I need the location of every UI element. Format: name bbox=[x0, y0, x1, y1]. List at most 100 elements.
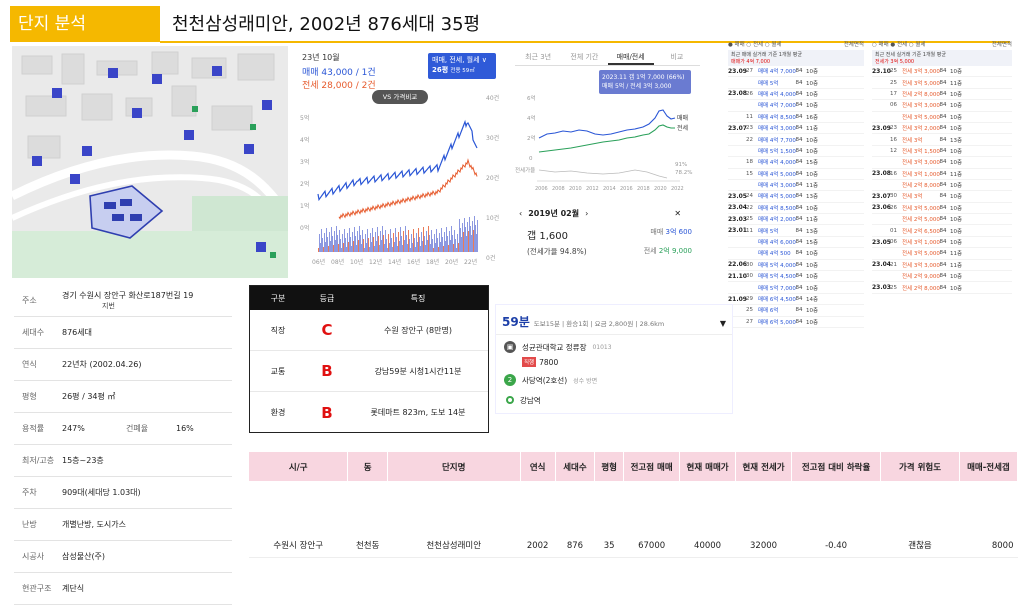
close-icon[interactable]: ✕ bbox=[674, 209, 682, 218]
cell: 8000 bbox=[959, 481, 1018, 558]
listing-row[interactable]: 22 매매 4억 7,700 84 10층 bbox=[728, 134, 864, 146]
listing-row[interactable]: 11 매매 4억 8,500 84 16층 bbox=[728, 112, 864, 123]
volume-bar bbox=[445, 241, 446, 252]
complex-map[interactable] bbox=[12, 46, 288, 278]
trend-x-tick: 2022 bbox=[671, 186, 684, 192]
dropdown-label: 매매, 전세, 월세 ∨ bbox=[432, 56, 487, 64]
listing-row[interactable]: 23.04 21 전세 3억 3,000 84 11층 bbox=[872, 260, 1012, 272]
area-filter[interactable]: 전체면적 bbox=[991, 42, 1012, 48]
listing-row[interactable]: 23.04 22 매매 4억 8,500 84 10층 bbox=[728, 203, 864, 215]
prev-month-icon[interactable]: ‹ bbox=[519, 209, 523, 218]
characteristics-row-job: 직장 C 수원 장안구 (8만명) bbox=[250, 310, 488, 351]
listing-row[interactable]: 매매 4억 7,000 84 10층 bbox=[728, 100, 864, 112]
listing-row[interactable]: 22.06 30 매매 5억 4,000 84 10층 bbox=[728, 260, 864, 272]
listing-row[interactable]: 매매 5억 7,000 84 10층 bbox=[728, 282, 864, 294]
volume-bar bbox=[477, 220, 478, 252]
listing-row[interactable]: 15 매매 4억 5,000 84 10층 bbox=[728, 169, 864, 180]
row-area: 84 bbox=[939, 261, 947, 268]
volume-bar bbox=[373, 237, 374, 252]
row-grade: B bbox=[321, 362, 333, 380]
listing-row[interactable]: 23.03 25 매매 4억 2,000 84 11층 bbox=[728, 214, 864, 226]
header-category: 구분 bbox=[270, 293, 286, 303]
deal-filter[interactable]: ● 매매 ○ 전세 ○ 월세 bbox=[728, 42, 782, 48]
volume-bar bbox=[362, 230, 363, 252]
row-price: 전세 3억 1,500 bbox=[902, 148, 940, 155]
row-month: 21.10 bbox=[728, 272, 747, 280]
area-filter[interactable]: 전체면적 bbox=[843, 42, 864, 48]
listing-row[interactable]: 25 매매 6억 84 10층 bbox=[728, 305, 864, 317]
listing-rows: 23.10 25 전세 3억 3,000 84 10층 25 전세 3억 5,000 84 11… bbox=[872, 66, 1012, 294]
listing-row[interactable]: 매매 5억 84 10층 bbox=[728, 77, 864, 89]
volume-bar bbox=[342, 234, 343, 252]
deal-filter[interactable]: ○ 매매 ● 전세 ○ 월세 bbox=[872, 42, 926, 48]
volume-bar bbox=[334, 231, 335, 252]
row-day: 26 bbox=[746, 90, 753, 97]
listing-row[interactable]: 23.10 25 전세 3억 3,000 84 10층 bbox=[872, 66, 1012, 78]
listing-row[interactable]: 17 전세 2억 8,000 84 10층 bbox=[872, 89, 1012, 101]
listing-row[interactable]: 06 전세 3억 3,000 84 10층 bbox=[872, 100, 1012, 112]
listing-row[interactable]: 전세 2억 5,000 84 10층 bbox=[872, 214, 1012, 226]
listing-row[interactable]: 23.01 11 매매 5억 84 13층 bbox=[728, 225, 864, 237]
next-month-icon[interactable]: › bbox=[585, 209, 589, 218]
listing-row[interactable]: 전세 3억 5,000 84 10층 bbox=[872, 112, 1012, 123]
volume-bar bbox=[458, 243, 459, 252]
characteristics-table: 구분 등급 특징 직장 C 수원 장안구 (8만명) 교통 B 강남59분 시청… bbox=[249, 285, 489, 433]
row-area: 84 bbox=[939, 227, 947, 234]
tab-trade-lease[interactable]: 매매/전세 bbox=[607, 48, 654, 65]
tab-recent-3y[interactable]: 최근 3년 bbox=[525, 53, 552, 61]
listing-row[interactable]: 21.09 29 매매 6억 4,500 84 14층 bbox=[728, 294, 864, 306]
transit-route-card[interactable]: 59분 도보15분 | 환승1회 | 요금 2,800원 | 28.6km ▼ … bbox=[496, 305, 732, 413]
listing-row[interactable]: 27 매매 6억 5,000 84 10층 bbox=[728, 317, 864, 328]
listing-row[interactable]: 23.05 24 매매 4억 5,000 84 13층 bbox=[728, 191, 864, 203]
expand-icon[interactable]: ▼ bbox=[719, 319, 726, 328]
listing-row[interactable]: 23.09 23 전세 3억 2,000 84 10층 bbox=[872, 123, 1012, 135]
listing-row[interactable]: 23.08 16 전세 3억 1,000 84 11층 bbox=[872, 169, 1012, 180]
listing-row[interactable]: 12 전세 3억 1,500 84 10층 bbox=[872, 146, 1012, 158]
trend-x-tick: 2020 bbox=[654, 186, 667, 192]
listing-row[interactable]: 매매 4억 3,000 84 11층 bbox=[728, 180, 864, 192]
vs-compare-button[interactable]: VS 가격비교 bbox=[372, 90, 428, 104]
info-key: 건폐율 bbox=[126, 424, 149, 433]
listing-row[interactable]: 23.06 26 전세 3억 5,000 84 10층 bbox=[872, 203, 1012, 215]
volume-bar bbox=[354, 227, 355, 252]
trend-y-tick: 0 bbox=[529, 156, 533, 162]
deal-type-dropdown[interactable]: 매매, 전세, 월세 ∨ 26평 전용 59㎡ bbox=[428, 53, 496, 79]
row-day: 06 bbox=[890, 239, 897, 246]
listing-row[interactable]: 매매 4억 500 84 10층 bbox=[728, 248, 864, 260]
listing-row[interactable]: 23.08 26 매매 4억 4,000 84 10층 bbox=[728, 89, 864, 101]
listing-row[interactable]: 01 전세 2억 6,500 84 10층 bbox=[872, 225, 1012, 237]
row-price: 전세 3억 3,000 bbox=[902, 103, 940, 110]
listing-row[interactable]: 전세 3억 5,000 84 11층 bbox=[872, 248, 1012, 260]
ratio-label: 전세가율 bbox=[515, 166, 535, 174]
row-area: 84 bbox=[939, 79, 947, 86]
row-floor: 10층 bbox=[806, 251, 819, 258]
listing-row[interactable]: 매매 4억 6,000 84 15층 bbox=[728, 237, 864, 249]
listing-row[interactable]: 전세 2억 9,000 84 10층 bbox=[872, 271, 1012, 283]
tab-all-period[interactable]: 전체 기간 bbox=[570, 53, 599, 61]
listing-row[interactable]: 21.10 30 매매 5억 4,500 84 10층 bbox=[728, 271, 864, 283]
listing-row[interactable]: 23.03 25 전세 2억 8,000 84 10층 bbox=[872, 282, 1012, 294]
tab-compare[interactable]: 비교 bbox=[670, 53, 684, 61]
volume-bar bbox=[404, 240, 405, 252]
listing-row[interactable]: 25 전세 3억 5,000 84 11층 bbox=[872, 77, 1012, 89]
volume-bar bbox=[418, 228, 419, 252]
listing-row[interactable]: 16 전세 3억 84 13층 bbox=[872, 134, 1012, 146]
listing-row[interactable]: 전세 3억 3,000 84 10층 bbox=[872, 157, 1012, 169]
row-floor: 10층 bbox=[950, 285, 963, 292]
cell: 수원시 장안구 bbox=[248, 481, 348, 558]
volume-bar bbox=[469, 217, 470, 252]
volume-bar bbox=[422, 241, 423, 252]
listing-row[interactable]: 23.09 27 매매 4억 7,000 84 10층 bbox=[728, 66, 864, 78]
listing-row[interactable]: 23.07 23 매매 4억 3,000 84 11층 bbox=[728, 123, 864, 135]
trend-x-tick: 2008 bbox=[552, 186, 565, 192]
listing-row[interactable]: 매매 5억 1,500 84 10층 bbox=[728, 146, 864, 158]
row-area: 84 bbox=[939, 239, 947, 246]
row-area: 84 bbox=[939, 102, 947, 109]
row-day: 11 bbox=[746, 227, 753, 234]
listing-row[interactable]: 23.07 30 전세 3억 84 10층 bbox=[872, 191, 1012, 203]
row-day: 30 bbox=[746, 273, 753, 280]
listing-row[interactable]: 전세 2억 8,000 84 10층 bbox=[872, 180, 1012, 192]
listing-row[interactable]: 18 매매 4억 4,000 84 15층 bbox=[728, 157, 864, 169]
listing-row[interactable]: 23.05 06 전세 3억 1,000 84 10층 bbox=[872, 237, 1012, 249]
volume-bar bbox=[325, 242, 326, 252]
